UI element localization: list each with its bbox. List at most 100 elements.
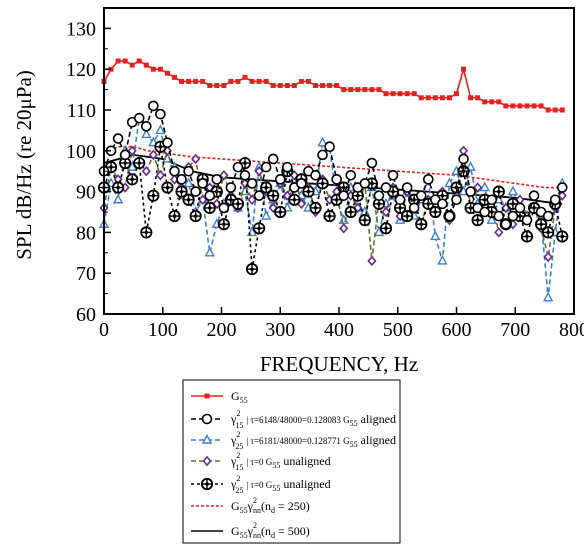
data-point bbox=[351, 189, 364, 202]
data-point bbox=[235, 78, 241, 84]
data-point bbox=[394, 194, 406, 206]
data-point bbox=[557, 190, 567, 201]
data-point bbox=[538, 103, 544, 109]
data-point bbox=[458, 145, 469, 157]
data-point bbox=[270, 83, 276, 89]
x-tick-label: 500 bbox=[383, 319, 413, 341]
data-point bbox=[494, 227, 504, 238]
data-point bbox=[239, 169, 251, 181]
y-tick-label: 90 bbox=[76, 182, 96, 204]
data-point bbox=[155, 108, 166, 120]
legend-label: γ2 15| τ=0 G55 unaligned bbox=[230, 451, 331, 472]
data-point bbox=[148, 149, 158, 161]
data-point bbox=[155, 124, 166, 135]
data-point bbox=[324, 141, 335, 153]
data-point bbox=[313, 83, 318, 89]
data-point bbox=[458, 153, 469, 165]
data-point bbox=[390, 91, 396, 97]
data-point bbox=[284, 83, 290, 89]
data-point bbox=[507, 185, 519, 196]
data-point bbox=[355, 87, 361, 93]
data-point bbox=[338, 214, 349, 224]
x-tick-label: 800 bbox=[559, 319, 584, 341]
legend-entry-n250: G55γ2 nn(nd = 250) bbox=[191, 496, 310, 515]
x-tick-label: 0 bbox=[99, 319, 109, 341]
data-point bbox=[534, 218, 548, 231]
data-point bbox=[425, 95, 431, 101]
data-point bbox=[157, 66, 163, 72]
data-point bbox=[231, 197, 245, 210]
legend-label: G55 bbox=[231, 389, 248, 405]
data-point bbox=[479, 206, 491, 218]
data-point bbox=[482, 99, 488, 105]
data-point bbox=[358, 214, 371, 227]
legend-swatch-marker bbox=[200, 477, 214, 491]
data-point bbox=[510, 103, 516, 109]
data-point bbox=[415, 218, 428, 231]
legend-label: γ2 25| τ=6181/48000=0.128771 G55 aligned bbox=[230, 430, 396, 451]
x-tick-label: 700 bbox=[500, 319, 530, 341]
data-point bbox=[429, 205, 442, 219]
data-point bbox=[175, 185, 188, 198]
x-tick-label: 100 bbox=[148, 319, 178, 341]
y-axis: 60 70 80 90 100 110 120 130 bbox=[66, 7, 111, 326]
data-point bbox=[288, 193, 301, 206]
legend-entry-g25_unaligned: γ2 25| τ=0 G55 unaligned bbox=[191, 474, 331, 495]
data-point bbox=[454, 91, 459, 97]
data-point bbox=[310, 169, 321, 181]
y-axis-label: SPL dB/Hz (re 20μPa) bbox=[12, 70, 36, 260]
data-point bbox=[380, 182, 392, 193]
legend-entry-n500: G55γ2 nn(nd = 500) bbox=[191, 521, 310, 540]
data-point bbox=[486, 214, 497, 224]
legend-entry-g15_unaligned: γ2 15| τ=0 G55 unaligned bbox=[191, 451, 331, 472]
data-point bbox=[141, 128, 152, 139]
data-point bbox=[373, 190, 385, 201]
data-point bbox=[112, 181, 125, 194]
legend-swatch-marker bbox=[201, 434, 213, 444]
data-point bbox=[260, 210, 272, 220]
data-point bbox=[164, 70, 170, 76]
data-point bbox=[169, 165, 180, 177]
data-point bbox=[193, 78, 199, 84]
data-point bbox=[232, 161, 244, 173]
data-point bbox=[115, 58, 121, 64]
data-point bbox=[450, 181, 463, 194]
data-point bbox=[143, 62, 149, 68]
data-point bbox=[500, 218, 512, 230]
y-tick-label: 130 bbox=[66, 18, 96, 40]
data-point bbox=[559, 107, 565, 113]
data-point bbox=[446, 95, 452, 101]
data-point bbox=[486, 194, 498, 206]
data-point bbox=[468, 95, 474, 101]
legend-label: G55γ2 nn(nd = 250) bbox=[231, 496, 310, 515]
data-point bbox=[183, 177, 194, 188]
legend-label: γ2 25| τ=0 G55 unaligned bbox=[230, 474, 331, 495]
data-point bbox=[242, 74, 248, 80]
data-point bbox=[256, 78, 262, 84]
data-point bbox=[418, 95, 424, 101]
data-point bbox=[207, 83, 213, 89]
legend-entry-g55: G55 bbox=[191, 389, 248, 405]
data-point bbox=[291, 83, 297, 89]
data-point bbox=[496, 99, 502, 105]
data-point bbox=[556, 182, 568, 193]
data-point bbox=[524, 103, 530, 109]
data-point bbox=[334, 83, 340, 89]
data-point bbox=[542, 226, 555, 239]
data-point bbox=[345, 169, 357, 181]
data-point bbox=[267, 153, 279, 165]
data-point bbox=[203, 201, 216, 215]
data-point bbox=[154, 140, 167, 153]
data-point bbox=[298, 78, 304, 84]
legend-entry-g15_aligned: γ2 15| τ=6148/48000=0.128083 G55 aligned bbox=[191, 409, 396, 430]
data-point bbox=[136, 58, 142, 64]
data-point bbox=[253, 190, 265, 201]
data-point bbox=[552, 107, 558, 113]
data-point bbox=[204, 246, 215, 257]
data-point bbox=[543, 251, 553, 263]
data-point bbox=[320, 83, 326, 89]
data-point bbox=[186, 78, 192, 84]
data-point bbox=[542, 291, 554, 302]
data-point bbox=[309, 201, 322, 215]
data-point bbox=[260, 161, 272, 173]
